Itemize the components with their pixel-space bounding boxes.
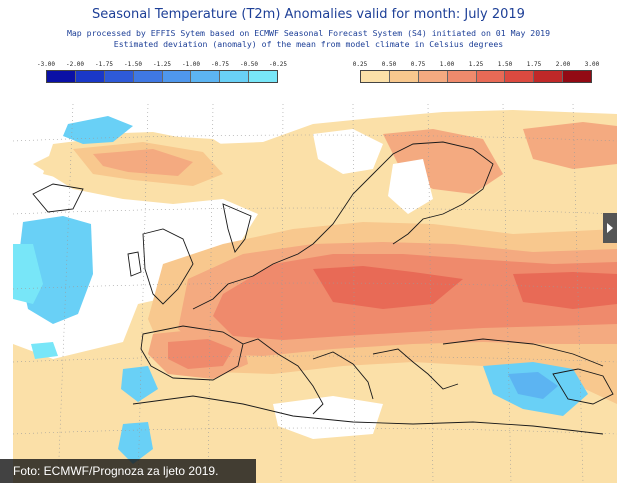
- map-subtitle-description: Estimated deviation (anomaly) of the mea…: [113, 39, 504, 49]
- legend-positive-swatch: [475, 71, 505, 82]
- legend-negative-label: -2.00: [65, 61, 85, 68]
- legend-positive-label: 0.25: [352, 61, 368, 68]
- neutral-pocket-scandinavia: [388, 159, 433, 214]
- legend-positive-swatch: [361, 71, 389, 82]
- anomaly-arctic-east: [523, 122, 617, 169]
- legend-negative-label: -0.75: [210, 61, 230, 68]
- anomaly-map: [13, 104, 617, 483]
- legend-positive-label: 1.00: [439, 61, 455, 68]
- legend-negative-swatch: [47, 71, 75, 82]
- anomaly-iberia-core: [168, 339, 233, 369]
- legend-positive-label: 3.00: [584, 61, 600, 68]
- legend-positive-swatch: [417, 71, 447, 82]
- legend-positive-bar: [360, 70, 592, 83]
- legend-positive-swatch: [388, 71, 418, 82]
- legend-positive-label: 1.25: [468, 61, 484, 68]
- cold-anomaly-atlantic: [18, 216, 93, 324]
- legend-positive-swatch: [446, 71, 476, 82]
- legend-negative-swatch: [219, 71, 249, 82]
- legend-positive-swatch: [504, 71, 534, 82]
- legend-negative-label: -1.25: [152, 61, 172, 68]
- next-arrow-icon[interactable]: [603, 213, 617, 243]
- legend-negative-label: -1.50: [123, 61, 143, 68]
- cold-anomaly-small: [31, 342, 58, 359]
- cold-anomaly-southwest: [118, 422, 153, 464]
- legend-negative-swatch: [190, 71, 220, 82]
- legend-negative-swatch: [103, 71, 133, 82]
- anomaly-band-1-25: [313, 266, 463, 309]
- legend-negative-label: -1.75: [94, 61, 114, 68]
- legend-positive-label: 2.00: [555, 61, 571, 68]
- legend-positive-label: 0.50: [381, 61, 397, 68]
- legend-negative-swatch: [161, 71, 191, 82]
- neutral-pocket-north-africa: [273, 396, 383, 439]
- neutral-pocket: [313, 129, 383, 174]
- cold-anomaly-atlantic-light: [13, 244, 43, 304]
- legend-negative-swatch: [74, 71, 104, 82]
- legend-negative-swatch: [248, 71, 277, 82]
- map-subtitle-processing: Map processed by EFFIS Sytem based on EC…: [66, 28, 551, 38]
- photo-credit: Foto: ECMWF/Prognoza za ljeto 2019.: [0, 459, 256, 483]
- graticule: [13, 104, 617, 483]
- legend-negative-label: -0.50: [239, 61, 259, 68]
- legend-negative-swatch: [132, 71, 162, 82]
- legend-positive-label: 1.75: [526, 61, 542, 68]
- legend-positive-swatch: [562, 71, 591, 82]
- legend-negative-label: -0.25: [268, 61, 288, 68]
- map-svg: [13, 104, 617, 483]
- legend-positive-label: 1.50: [497, 61, 513, 68]
- cold-anomaly-east-mediterranean-core: [508, 372, 558, 399]
- legend-positive-swatch: [533, 71, 563, 82]
- legend-negative-label: -1.00: [181, 61, 201, 68]
- legend-negative-label: -3.00: [36, 61, 56, 68]
- map-title: Seasonal Temperature (T2m) Anomalies val…: [92, 7, 525, 22]
- anomaly-band-1-25-east: [513, 272, 617, 309]
- coastlines: [32, 141, 614, 435]
- cold-anomaly-greenland-sea: [63, 116, 133, 144]
- cold-anomaly-south-atlantic: [121, 366, 158, 402]
- legend-negative-bar: [46, 70, 278, 83]
- legend-positive-label: 0.75: [410, 61, 426, 68]
- anomaly-patch-atlantic-core: [93, 149, 193, 176]
